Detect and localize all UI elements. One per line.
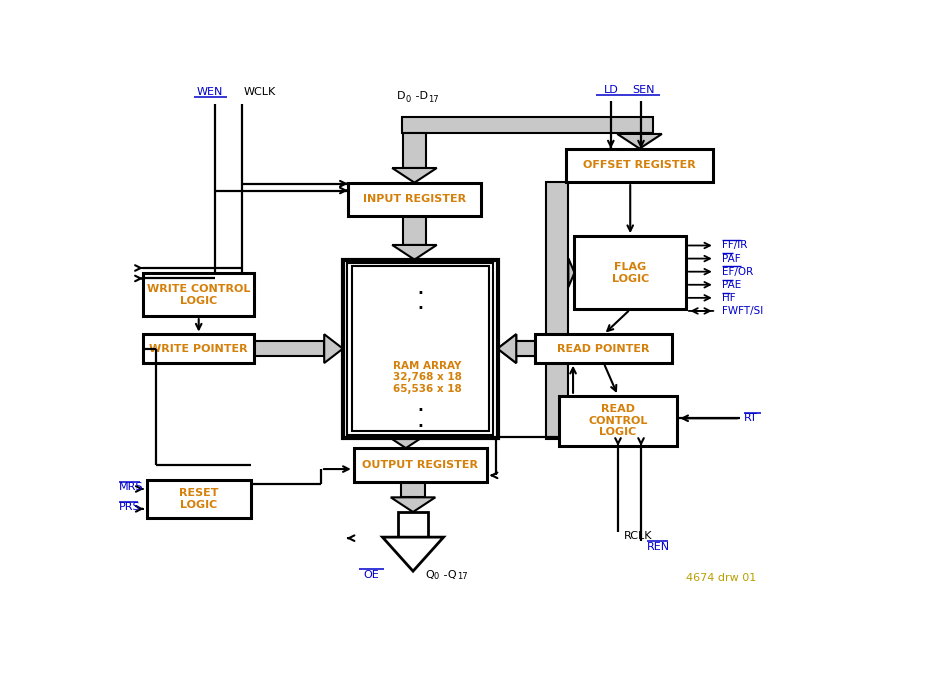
Polygon shape [324, 335, 343, 363]
Text: FLAG
LOGIC: FLAG LOGIC [611, 262, 648, 284]
Bar [627, 133, 651, 134]
Polygon shape [497, 335, 515, 363]
Polygon shape [497, 335, 515, 363]
Text: ·: · [416, 399, 424, 424]
Bar [146, 479, 250, 518]
Text: Q: Q [425, 570, 434, 579]
Bar [565, 149, 713, 182]
Text: PRS: PRS [119, 503, 140, 512]
Text: 4674 drw 01: 4674 drw 01 [685, 573, 756, 583]
Text: 0: 0 [434, 572, 438, 581]
Text: HF: HF [721, 293, 735, 303]
Text: -Q: -Q [440, 570, 456, 579]
Bar [351, 266, 489, 431]
Text: 0: 0 [405, 95, 410, 104]
Bar [515, 341, 535, 356]
Polygon shape [392, 168, 437, 183]
Bar [535, 335, 671, 362]
Text: OFFSET REGISTER: OFFSET REGISTER [582, 160, 695, 171]
Text: OE: OE [363, 570, 379, 579]
Bar [574, 236, 685, 309]
Text: WRITE POINTER: WRITE POINTER [149, 343, 248, 354]
Text: PAE: PAE [721, 279, 741, 290]
Text: FF/IR: FF/IR [721, 241, 746, 250]
Bar [401, 117, 652, 133]
Text: RT: RT [743, 413, 756, 423]
Bar [400, 481, 425, 497]
Text: OUTPUT REGISTER: OUTPUT REGISTER [362, 460, 477, 470]
Text: ·: · [416, 282, 424, 305]
Text: ·: · [416, 415, 424, 439]
Bar [348, 183, 480, 216]
Text: RESET
LOGIC: RESET LOGIC [179, 488, 218, 510]
Text: WCLK: WCLK [244, 87, 276, 97]
Text: ·: · [416, 297, 424, 322]
Text: READ
CONTROL
LOGIC: READ CONTROL LOGIC [588, 405, 647, 437]
Text: RAM ARRAY
32,768 x 18
65,536 x 18: RAM ARRAY 32,768 x 18 65,536 x 18 [392, 361, 462, 394]
Text: REN: REN [646, 541, 669, 551]
Polygon shape [382, 537, 443, 571]
Bar [143, 335, 254, 362]
Bar [143, 273, 254, 316]
Bar [398, 512, 427, 537]
Text: D: D [396, 92, 404, 101]
Text: 17: 17 [456, 572, 467, 581]
Text: 17: 17 [427, 95, 438, 104]
Bar [515, 341, 545, 356]
Text: READ POINTER: READ POINTER [557, 343, 649, 354]
Bar [353, 448, 487, 481]
Text: INPUT REGISTER: INPUT REGISTER [362, 194, 465, 205]
Bar [254, 341, 324, 356]
Bar [343, 260, 497, 438]
Polygon shape [383, 433, 427, 448]
Polygon shape [392, 245, 437, 260]
Polygon shape [567, 258, 574, 287]
Text: EF/OR: EF/OR [721, 267, 753, 277]
Bar [545, 182, 567, 439]
Text: FWFT/SI: FWFT/SI [721, 306, 762, 316]
Text: LD: LD [603, 85, 617, 95]
Bar [402, 216, 425, 245]
Text: MRS: MRS [119, 482, 144, 492]
Polygon shape [390, 497, 435, 512]
Text: RCLK: RCLK [623, 530, 652, 541]
Polygon shape [616, 134, 661, 149]
Text: SEN: SEN [631, 85, 654, 95]
Bar [558, 396, 677, 446]
Text: WEN: WEN [197, 87, 222, 97]
Bar [347, 262, 492, 435]
Text: PAF: PAF [721, 254, 740, 264]
Text: -D: -D [412, 92, 427, 101]
Bar [402, 133, 425, 168]
Text: WRITE CONTROL
LOGIC: WRITE CONTROL LOGIC [146, 284, 250, 305]
